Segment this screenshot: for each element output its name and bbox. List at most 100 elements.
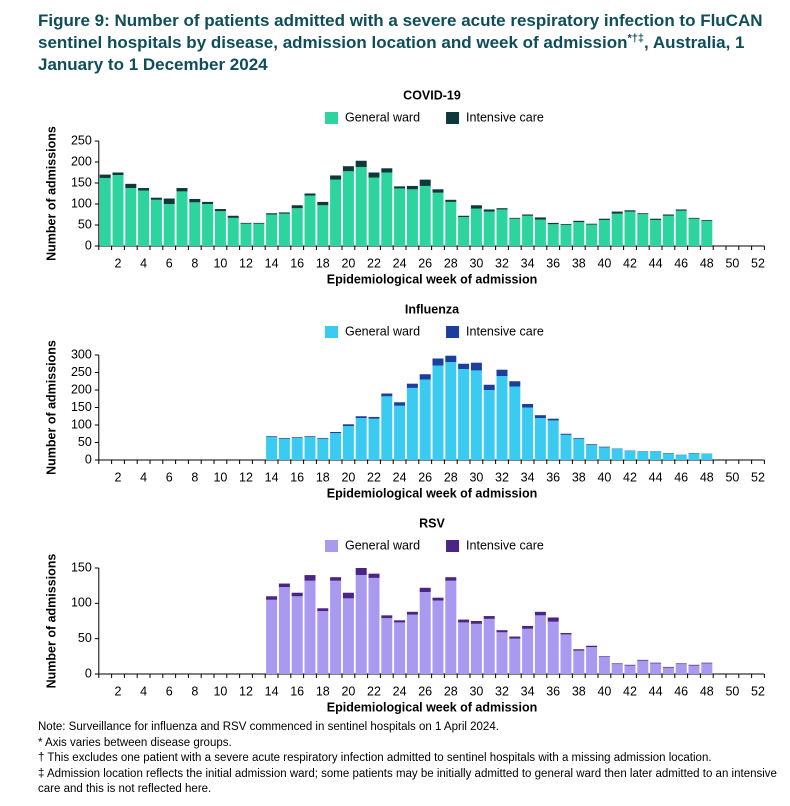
bar-segment [355,416,367,418]
bar-segment [458,363,470,369]
x-tick-label: 12 [239,470,253,484]
x-tick-label: 6 [166,470,173,484]
bar-segment [611,664,623,674]
bar-segment [611,213,623,246]
y-tick-label: 0 [85,452,92,466]
x-tick-label: 24 [393,470,407,484]
bar-segment [227,215,239,218]
x-tick-label: 6 [166,684,173,698]
bar-segment [406,611,418,615]
bar-segment [163,204,175,246]
bar-segment [637,451,649,460]
bar-segment [202,204,214,246]
x-tick-label: 52 [751,470,765,484]
x-tick-label: 50 [725,256,739,270]
y-tick-label: 300 [71,347,92,361]
bar-segment [394,622,406,674]
bar-segment [688,217,700,219]
bar-segment [406,383,418,388]
x-tick-label: 22 [367,256,381,270]
bar-segment [522,404,534,408]
x-tick-label: 16 [290,256,304,270]
bar-segment [342,592,354,599]
bar-segment [701,219,713,221]
bar-segment [675,210,687,246]
bar-segment [586,647,598,674]
bar-segment [547,418,559,421]
bar-segment [701,220,713,246]
x-tick-label: 10 [213,256,227,270]
x-tick-label: 40 [597,470,611,484]
x-tick-label: 52 [751,256,765,270]
x-tick-label: 42 [623,256,637,270]
x-tick-label: 24 [393,684,407,698]
x-tick-label: 34 [521,256,535,270]
bar-segment [598,218,610,220]
x-tick-label: 26 [418,256,432,270]
bar-segment [189,198,201,203]
bar-segment [598,657,610,674]
bar-segment [278,587,290,674]
y-axis-label: Number of admissions [44,340,58,475]
x-tick-label: 12 [239,684,253,698]
bar-segment [534,418,546,460]
bar-segment [586,645,598,648]
bar-segment [253,223,265,246]
bar-segment [534,615,546,674]
bar-segment [432,600,444,674]
bar-segment [688,664,700,666]
bar-segment [534,611,546,616]
figure-title: Figure 9: Number of patients admitted wi… [38,10,768,76]
x-tick-label: 34 [521,470,535,484]
bar-segment [624,210,636,212]
bar-segment [394,620,406,623]
bar-segment [278,583,290,588]
bar-segment [650,218,662,220]
x-tick-label: 16 [290,684,304,698]
y-tick-label: 100 [71,417,92,431]
x-tick-label: 36 [546,470,560,484]
y-tick-label: 0 [85,666,92,680]
x-tick-label: 4 [140,470,147,484]
bar-segment [432,189,444,193]
bar-segment [381,615,393,619]
bar-segment [368,416,380,419]
bar-segment [586,444,598,445]
bar-segment [278,213,290,246]
note: * Axis varies between disease groups. [38,736,232,749]
bar-segment [624,665,636,674]
bar-segment [688,453,700,460]
bar-segment [278,437,290,439]
bar-segment [445,580,457,674]
y-tick-label: 250 [71,133,92,147]
bar-segment [291,596,303,674]
bar-segment [458,215,470,218]
y-axis-label: Number of admissions [44,554,58,689]
bar-segment [445,355,457,362]
x-tick-label: 32 [495,684,509,698]
bar-segment [394,402,406,406]
bar-segment [342,424,354,427]
bar-segment [150,197,162,200]
note: ‡ Admission location reflects the initia… [38,767,777,796]
bar-segment [662,453,674,460]
x-axis-label: Epidemiological week of admission [327,486,537,500]
bar-segment [586,444,598,460]
bar-segment [381,618,393,674]
bar-segment [291,208,303,246]
x-tick-label: 46 [674,470,688,484]
x-tick-label: 32 [495,470,509,484]
y-tick-label: 150 [71,560,92,574]
x-tick-label: 18 [316,470,330,484]
y-tick-label: 100 [71,596,92,610]
bar-segment [573,650,585,674]
bar-segment [701,663,713,674]
bar-segment [496,369,508,376]
bar-segment [138,188,150,191]
bar-segment [342,598,354,674]
bar-segment [509,218,521,246]
bar-segment [214,209,226,212]
bar-segment [355,568,367,576]
legend-label: Intensive care [466,324,544,338]
x-tick-label: 48 [700,684,714,698]
